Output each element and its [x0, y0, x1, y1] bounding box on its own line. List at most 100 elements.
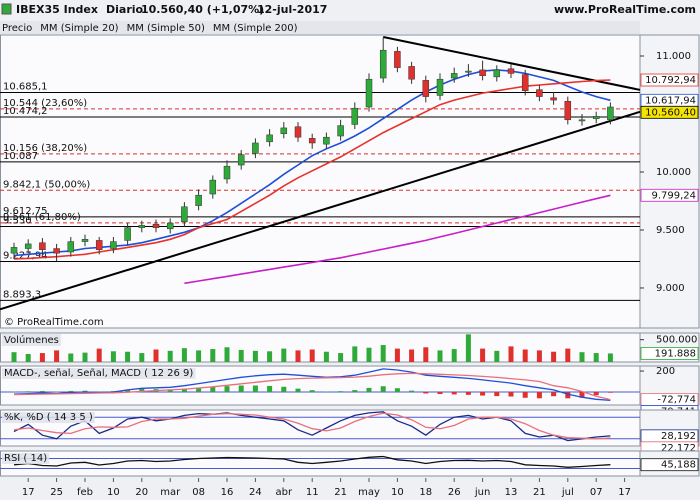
x-tick-label: 13: [505, 487, 518, 498]
histogram-bar: [437, 392, 443, 394]
x-tick-label: abr: [276, 487, 293, 498]
volume-bar: [607, 353, 613, 362]
line-series: [13, 411, 611, 442]
value-box-label: 10.560,40: [645, 107, 696, 118]
copyright: © ProRealTime.com: [4, 317, 104, 328]
panel-label: %K, %D ( 14 3 5 ): [4, 412, 93, 423]
volume-bar: [238, 349, 244, 362]
candle-body: [365, 78, 373, 108]
histogram-bar: [409, 390, 415, 392]
candle-body: [308, 138, 316, 144]
histogram-bar: [11, 391, 17, 392]
panel-label: RSI ( 14): [4, 453, 47, 464]
volume-bar: [465, 334, 471, 362]
volume-bar: [451, 349, 457, 362]
trendline: [0, 110, 640, 311]
candle-body: [95, 240, 103, 250]
x-axis: [0, 480, 640, 499]
y-tick-label: 10.000: [656, 167, 691, 178]
candle-body: [550, 97, 557, 101]
candle-body: [521, 74, 529, 92]
candle-body: [39, 242, 46, 250]
volume-bar: [366, 347, 372, 362]
volume-bar: [11, 352, 17, 362]
candle-body: [138, 225, 146, 228]
histogram-bar: [238, 385, 244, 392]
histogram-bar: [338, 391, 344, 392]
histogram-bar: [281, 386, 287, 392]
line-series: [13, 455, 611, 468]
candle-body: [81, 239, 89, 242]
legend-bar: [0, 21, 640, 34]
panel-label-bg: [2, 453, 50, 464]
volume-bar: [593, 353, 599, 362]
volume-bar: [110, 351, 116, 362]
volume-bar: [551, 351, 557, 362]
value-box-label: 10.792,94: [645, 75, 696, 86]
volume-bar: [309, 349, 315, 362]
line-series: [13, 412, 611, 440]
volume-bar: [338, 353, 344, 362]
period: Diario: [106, 3, 144, 16]
candle-body: [280, 127, 288, 134]
candle-body: [124, 227, 131, 241]
volume-bar: [54, 350, 60, 362]
level-label: 9.612,75: [3, 206, 48, 217]
panel-label-bg: [2, 412, 95, 423]
volume-bar: [394, 348, 400, 362]
histogram-bar: [494, 392, 500, 397]
volume-bar: [267, 351, 273, 362]
candle-body: [294, 126, 302, 138]
volume-bar: [565, 348, 571, 362]
histogram-bar: [394, 388, 400, 392]
volume-bar: [437, 350, 443, 362]
candle-body: [379, 49, 387, 79]
y-tick-label: 9.000: [656, 283, 685, 294]
value-box-label: 28,192: [661, 431, 696, 442]
volume-bar: [125, 351, 131, 362]
candle-body: [166, 222, 174, 230]
candle-body: [209, 179, 217, 195]
histogram-bar: [196, 387, 202, 392]
x-tick-label: 18: [419, 487, 432, 498]
candle-body: [53, 248, 60, 254]
volume-bar: [536, 350, 542, 362]
histogram-bar: [451, 392, 457, 395]
candle-body: [408, 66, 415, 80]
y-tick-label: 9.500: [656, 225, 685, 236]
candle-body: [67, 241, 75, 253]
candle-body: [507, 68, 515, 74]
volume-bar: [522, 349, 528, 362]
x-tick-label: 21: [533, 487, 546, 498]
candle-body: [436, 78, 444, 96]
instrument: IBEX35 Index: [16, 3, 98, 16]
histogram-bar: [323, 391, 329, 392]
histogram-bar: [607, 392, 613, 393]
last-price: 10.560,40 (+1,07%): [141, 3, 264, 16]
histogram-bar: [181, 388, 187, 392]
volume-bar: [167, 350, 173, 362]
line-series: [184, 194, 611, 285]
level-label: 10.685,1: [3, 82, 48, 93]
histogram-bar: [366, 387, 372, 392]
value-box: [640, 347, 699, 360]
histogram-bar: [267, 385, 273, 392]
candle-body: [24, 243, 32, 249]
candle-body: [607, 106, 614, 121]
panel-label: Volúmenes: [4, 334, 59, 346]
panel: [0, 450, 641, 477]
x-tick-label: 07: [590, 487, 603, 498]
histogram-bar: [593, 392, 599, 396]
line-series: [13, 372, 611, 401]
chart-icon: [1, 3, 12, 15]
value-box-label: 45,188: [661, 460, 696, 471]
histogram-bar: [68, 390, 74, 392]
candle-body: [450, 73, 458, 79]
volume-bar: [25, 353, 31, 362]
panel-label-bg: [2, 368, 196, 379]
source: www.ProRealTime.com: [554, 3, 696, 16]
histogram-bar: [252, 385, 258, 392]
value-box: [640, 458, 699, 472]
candle-body: [237, 154, 245, 166]
